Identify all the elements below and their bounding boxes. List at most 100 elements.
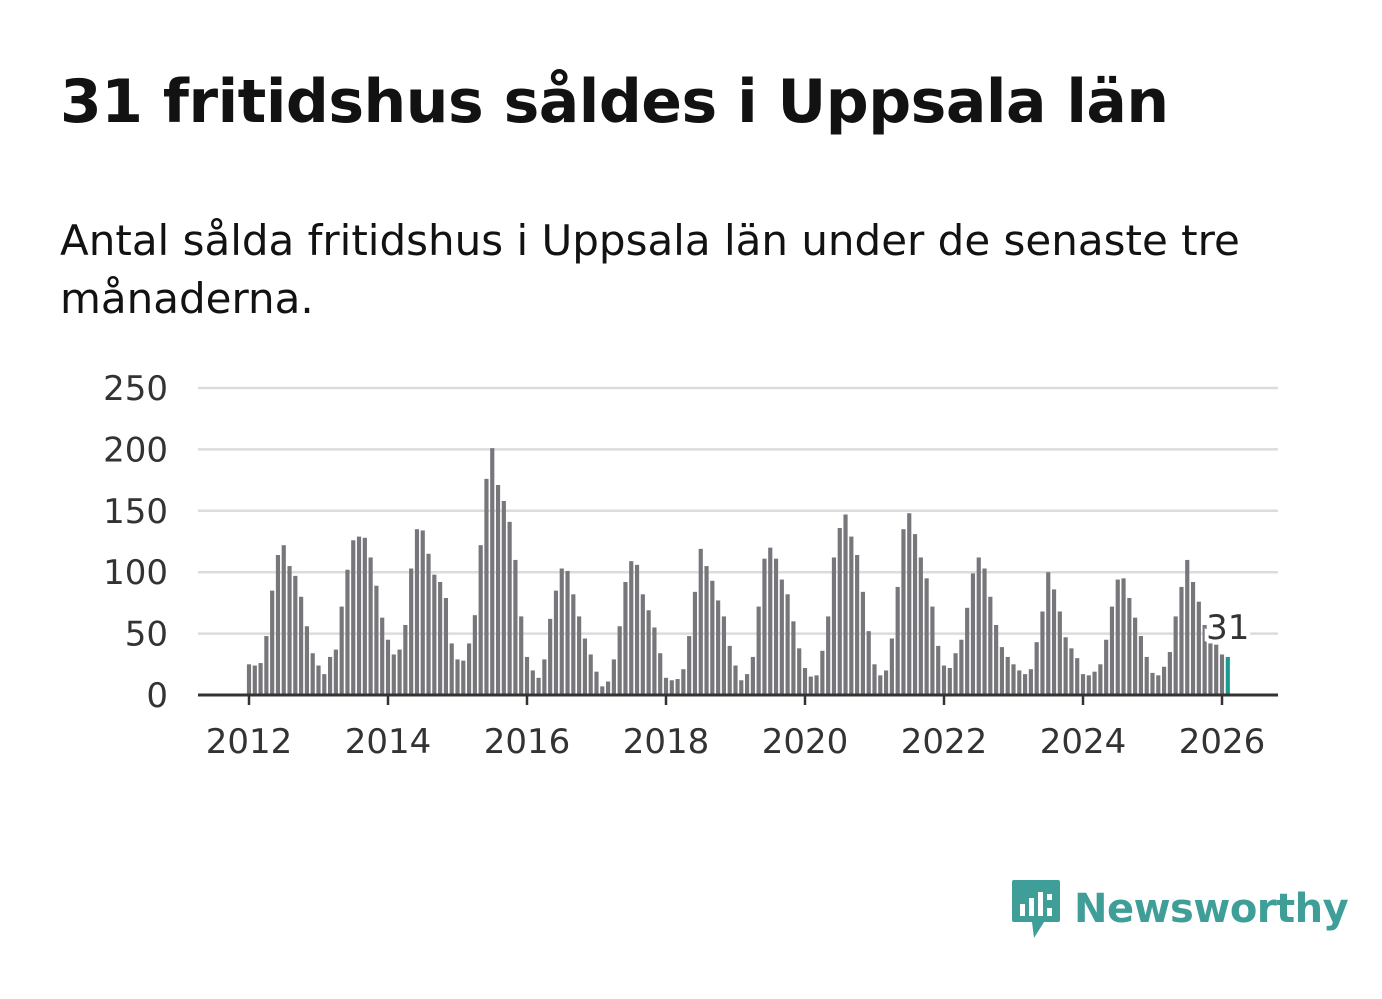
bar xyxy=(883,670,889,695)
bar xyxy=(994,625,999,695)
bar xyxy=(472,615,477,695)
bar xyxy=(965,607,970,695)
bar xyxy=(588,654,593,695)
grid-lines xyxy=(198,386,1278,635)
bar xyxy=(1005,656,1010,695)
bar xyxy=(536,677,541,695)
bar xyxy=(1063,637,1068,695)
bar xyxy=(310,653,315,695)
bar xyxy=(756,606,761,695)
bar xyxy=(281,545,286,695)
bar xyxy=(484,478,489,695)
bar xyxy=(936,645,941,695)
bar xyxy=(501,500,506,695)
bar xyxy=(553,590,559,695)
bar xyxy=(270,590,275,695)
bar xyxy=(478,545,483,695)
bar xyxy=(1214,644,1219,695)
bar xyxy=(698,548,703,695)
bar xyxy=(930,606,935,695)
bar xyxy=(513,559,518,695)
bar xyxy=(681,669,686,695)
bar xyxy=(322,674,327,695)
brand-logo: Newsworthy xyxy=(1010,878,1349,940)
bar xyxy=(530,670,535,695)
bar xyxy=(623,582,628,695)
bar-chart: 0 50 100 150 200 250 2012 2014 2016 2018 2020 2022 2… xyxy=(103,369,1278,762)
bar xyxy=(941,665,947,695)
bar xyxy=(1104,639,1109,695)
bar xyxy=(646,610,651,695)
x-tick-label: 2012 xyxy=(206,722,293,762)
bar xyxy=(252,665,257,695)
bar xyxy=(287,566,292,695)
bar xyxy=(299,596,304,695)
bar xyxy=(368,557,373,695)
bar xyxy=(611,659,616,695)
bar xyxy=(1219,654,1225,695)
y-tick-label: 0 xyxy=(146,676,168,716)
bar xyxy=(860,591,866,695)
bar xyxy=(519,616,524,695)
bar xyxy=(675,679,680,695)
bar xyxy=(397,649,402,695)
x-tick-label: 2016 xyxy=(484,722,571,762)
bar xyxy=(872,664,877,695)
bar xyxy=(582,638,588,695)
bar xyxy=(524,656,530,695)
bar xyxy=(571,594,576,695)
bar xyxy=(432,574,437,695)
bar xyxy=(901,529,906,695)
bar xyxy=(1138,636,1144,695)
bar xyxy=(356,536,362,695)
bar xyxy=(542,659,547,695)
bar xyxy=(351,540,356,695)
bar xyxy=(438,582,443,695)
bar xyxy=(1092,671,1097,695)
bar xyxy=(1080,674,1086,695)
bar xyxy=(391,654,396,695)
bar xyxy=(791,621,796,695)
bar xyxy=(1011,664,1016,695)
bar xyxy=(1150,672,1155,695)
bar xyxy=(970,573,976,695)
bar xyxy=(345,569,350,695)
y-tick-label: 200 xyxy=(103,430,168,470)
bar xyxy=(1208,643,1213,695)
bar xyxy=(692,591,698,695)
bar xyxy=(1202,625,1207,695)
bar xyxy=(1098,664,1103,695)
bar xyxy=(640,594,645,695)
bar xyxy=(1028,669,1033,695)
bar xyxy=(600,686,605,695)
bar xyxy=(744,674,750,695)
y-tick-label: 50 xyxy=(125,615,168,655)
bar xyxy=(617,626,622,695)
bar xyxy=(414,529,420,695)
bar xyxy=(1022,674,1028,695)
bar xyxy=(1190,582,1196,695)
labels: 0 50 100 150 200 250 2012 2014 2016 2018 2020 2022 2… xyxy=(103,369,1265,762)
bar xyxy=(924,578,929,695)
bar xyxy=(658,653,663,695)
data-label-last-value: 31 xyxy=(1206,608,1249,648)
bar xyxy=(687,636,692,695)
bar xyxy=(490,448,495,695)
bar xyxy=(727,645,732,695)
bar xyxy=(814,675,819,695)
bar xyxy=(988,596,993,695)
y-tick-label: 100 xyxy=(103,553,168,593)
bar xyxy=(959,639,964,695)
x-tick-label: 2018 xyxy=(623,722,710,762)
bar xyxy=(912,534,918,695)
bar xyxy=(982,568,987,695)
x-tick-label: 2020 xyxy=(762,722,849,762)
bar xyxy=(1161,666,1167,695)
bar xyxy=(362,537,367,695)
bar xyxy=(605,681,611,695)
bar xyxy=(1121,578,1126,695)
bar xyxy=(878,675,883,695)
bar xyxy=(594,671,599,695)
bar xyxy=(449,643,454,695)
bar xyxy=(293,575,298,695)
